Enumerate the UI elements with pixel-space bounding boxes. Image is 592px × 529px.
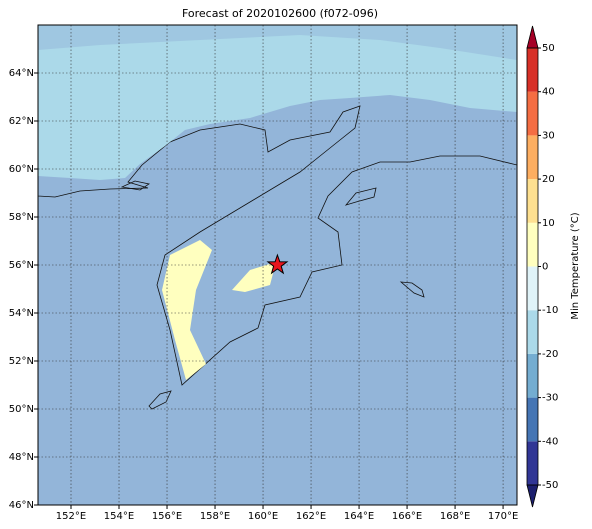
- x-tick-label: 154°E: [104, 511, 134, 522]
- y-tick-label: 52°N: [9, 356, 34, 367]
- island: [148, 390, 172, 410]
- colorbar-bin: [527, 135, 538, 180]
- x-tick-label: 160°E: [248, 511, 278, 522]
- colorbar-tick-label: -40: [542, 436, 558, 447]
- x-tick-label: 156°E: [152, 511, 182, 522]
- x-tick-label: 152°E: [56, 511, 86, 522]
- y-tick-label: 62°N: [9, 116, 34, 127]
- island: [344, 187, 377, 206]
- colorbar-bin: [527, 179, 538, 223]
- grid: [38, 25, 517, 505]
- x-tick-label: 162°E: [296, 511, 326, 522]
- colorbar-bin: [527, 353, 538, 398]
- colorbar-bin: [527, 441, 538, 485]
- colorbar-tick-label: 10: [542, 218, 555, 229]
- warm-area: [162, 240, 212, 380]
- colorbar-tick-label: -30: [542, 393, 558, 404]
- y-tick-label: 48°N: [9, 452, 34, 463]
- colorbar-bin: [527, 48, 538, 92]
- x-tick-label: 168°E: [440, 511, 470, 522]
- island: [399, 281, 425, 298]
- island: [120, 180, 151, 191]
- colorbar-tick-label: 20: [542, 174, 555, 185]
- colorbar-tick-label: -10: [542, 305, 558, 316]
- colorbar-bin: [527, 310, 538, 354]
- y-tick-label: 54°N: [9, 308, 34, 319]
- y-tick-label: 60°N: [9, 164, 34, 175]
- colorbar-tick-label: 50: [542, 43, 555, 54]
- x-tick-label: 158°E: [200, 511, 230, 522]
- colorbar-bin: [527, 222, 538, 267]
- x-tick-label: 166°E: [392, 511, 422, 522]
- x-tick-label: 170°E: [488, 511, 518, 522]
- y-tick-label: 56°N: [9, 260, 34, 271]
- colorbar-tick-label: -50: [542, 480, 558, 491]
- colorbar-tick-label: 0: [542, 262, 548, 273]
- cold-sea: [38, 25, 517, 60]
- map: [38, 25, 517, 505]
- y-tick-label: 64°N: [9, 68, 34, 79]
- colorbar: -50 -40 -30 -20 -10 0 10 20 30 40 50: [526, 25, 558, 508]
- x-tick-label: 164°E: [344, 511, 374, 522]
- y-tick-label: 58°N: [9, 212, 34, 223]
- colorbar-bin: [527, 266, 538, 311]
- marker: [266, 253, 289, 275]
- colorbar-tick-label: 30: [542, 130, 555, 141]
- colorbar-extend: [526, 25, 539, 49]
- colorbar-bin: [527, 91, 538, 136]
- colorbar-label: Min Temperature (°C): [570, 212, 581, 319]
- y-tick-label: 50°N: [9, 404, 34, 415]
- warm-area: [232, 262, 276, 292]
- land: [38, 25, 517, 386]
- colorbar-extend: [526, 484, 539, 508]
- y-tick-label: 46°N: [9, 500, 34, 511]
- chart-title: Forecast of 2020102600 (f072-096): [182, 7, 378, 20]
- colorbar-tick-label: 40: [542, 87, 555, 98]
- cold-area: [38, 25, 517, 180]
- colorbar-bin: [527, 397, 538, 442]
- colorbar-tick-label: -20: [542, 349, 558, 360]
